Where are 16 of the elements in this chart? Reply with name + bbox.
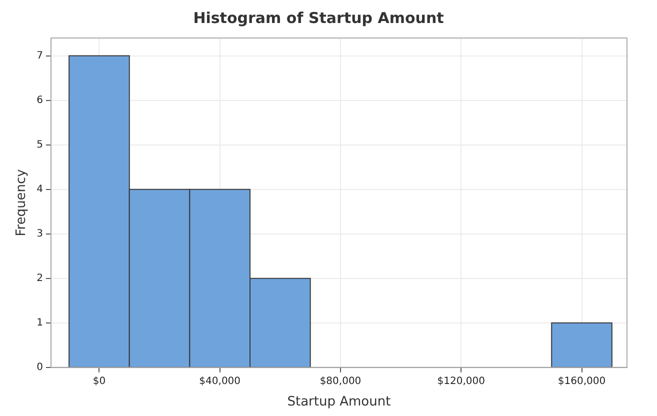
chart-title: Histogram of Startup Amount [193, 8, 444, 27]
y-axis-title: Frequency [14, 168, 30, 236]
x-tick-label: $40,000 [199, 376, 241, 387]
y-tick-label: 4 [36, 184, 43, 195]
x-axis-title: Startup Amount [287, 394, 391, 410]
x-tick-label: $0 [92, 376, 106, 387]
y-tick-label: 6 [36, 94, 43, 106]
x-tick-label: $80,000 [320, 376, 362, 387]
y-tick-label: 3 [36, 228, 43, 240]
y-tick-label: 7 [36, 50, 43, 62]
y-tick-label: 0 [36, 362, 43, 373]
x-tick-label: $120,000 [437, 376, 485, 387]
y-tick-label: 2 [36, 272, 43, 284]
y-tick-label: 5 [36, 139, 43, 150]
y-tick-label: 1 [36, 317, 43, 328]
x-tick-label: $160,000 [558, 376, 606, 387]
